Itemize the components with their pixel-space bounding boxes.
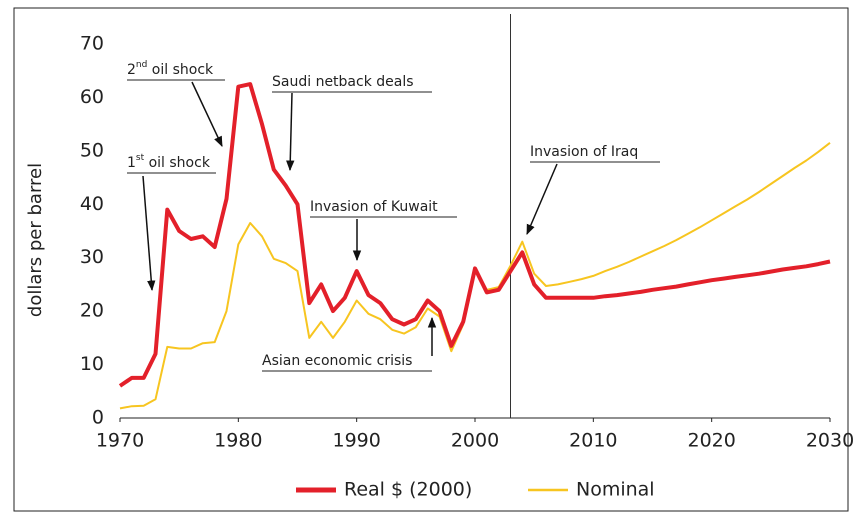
annotation: Asian economic crisis: [262, 353, 412, 369]
x-tick-label: 2030: [806, 430, 854, 452]
y-tick-label: 0: [92, 407, 104, 429]
x-tick-label: 1970: [96, 430, 144, 452]
annotation-arrow: [286, 92, 295, 172]
x-tick-label: 1980: [214, 430, 262, 452]
annotation: 2nd oil shock: [127, 60, 214, 79]
y-tick-label: 30: [80, 246, 104, 268]
y-tick-label: 50: [80, 139, 104, 161]
y-tick-label: 10: [80, 353, 104, 375]
annotation-arrow: [191, 81, 223, 147]
series-line: [118, 82, 831, 388]
y-tick-label: 40: [80, 193, 104, 215]
y-tick-label: 20: [80, 300, 104, 322]
annotation: Invasion of Kuwait: [310, 199, 438, 215]
annotation-arrow: [526, 163, 558, 235]
y-axis-label: dollars per barrel: [25, 163, 46, 317]
frame: [13, 7, 849, 512]
x-tick-label: 2020: [687, 430, 735, 452]
y-tick-label: 60: [80, 86, 104, 108]
annotation: Invasion of Iraq: [530, 144, 638, 160]
annotation-arrow: [142, 175, 156, 292]
x-tick-label: 1990: [332, 430, 380, 452]
x-tick-label: 2000: [451, 430, 499, 452]
annotation: Saudi netback deals: [272, 74, 414, 90]
legend-label: Nominal: [576, 479, 655, 501]
y-tick-label: 70: [80, 33, 104, 55]
x-tick-label: 2010: [569, 430, 617, 452]
annotation: 1st oil shock: [127, 153, 211, 172]
legend-label: Real $ (2000): [344, 479, 472, 501]
